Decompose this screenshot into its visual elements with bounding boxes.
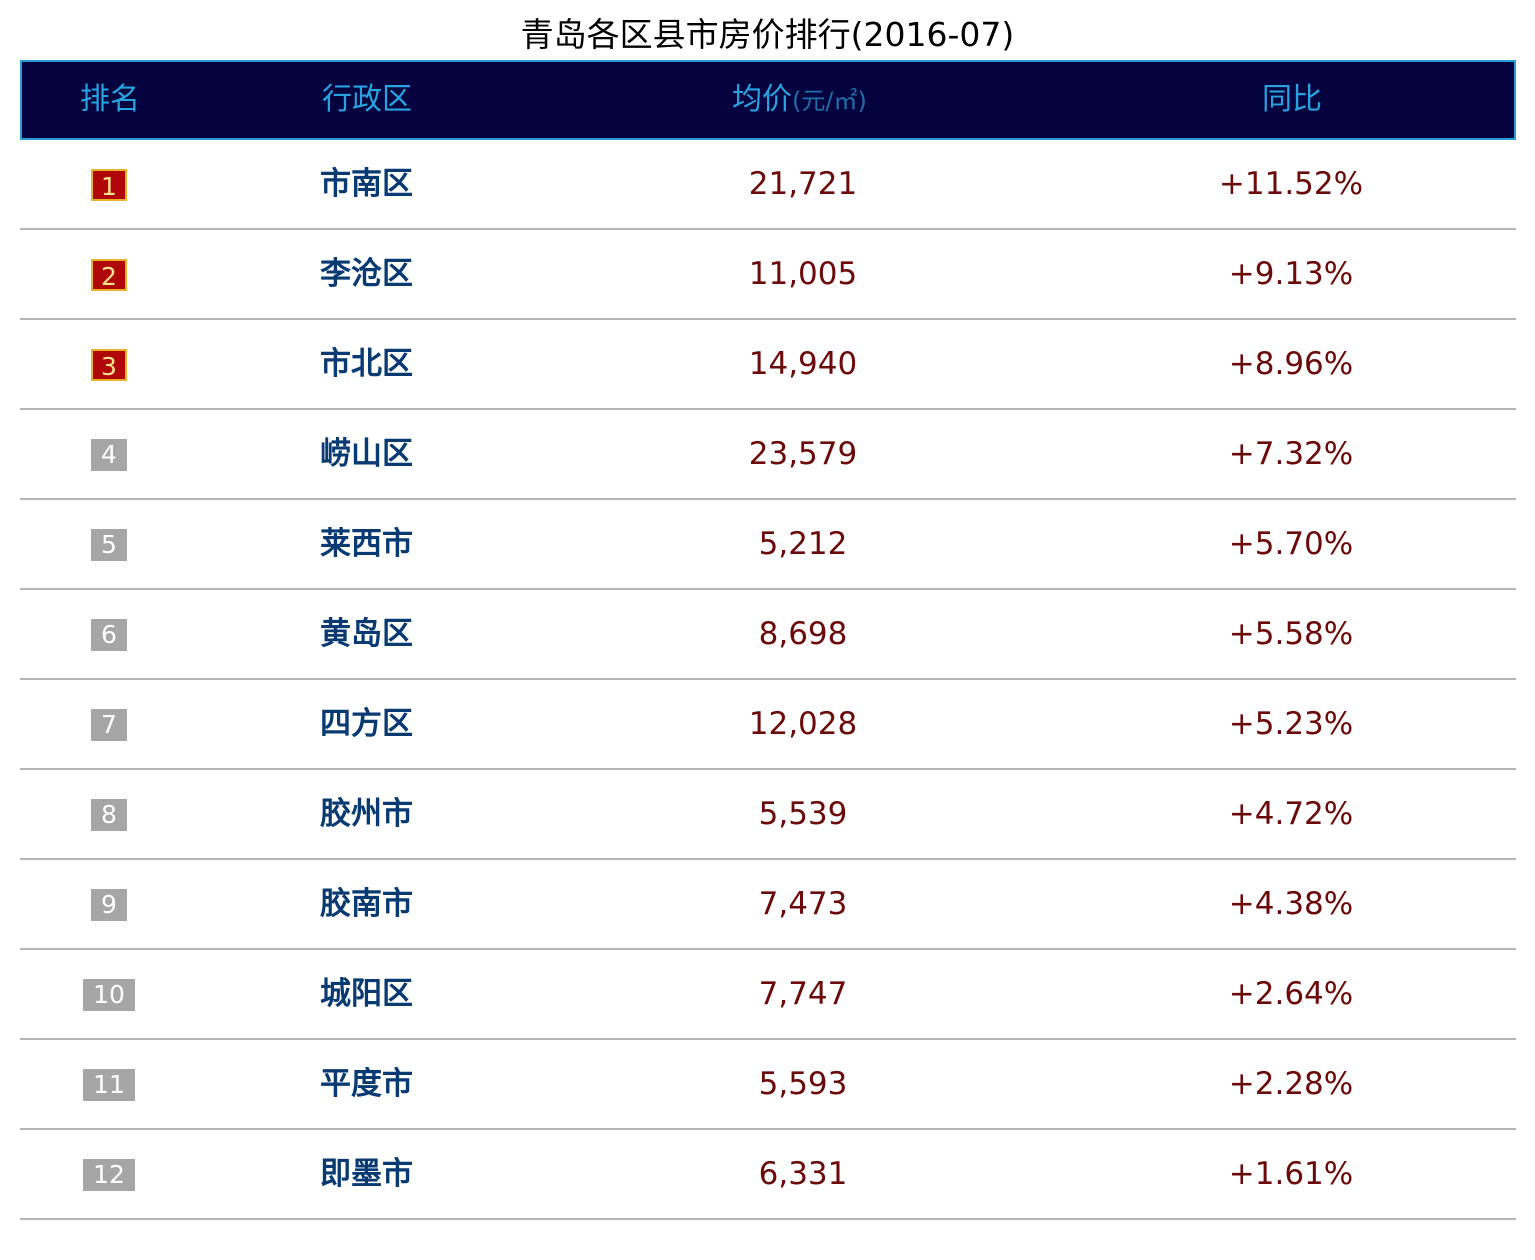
average-price: 5,593 <box>758 1066 848 1102</box>
yoy-change: +9.13% <box>1228 256 1354 292</box>
rank-badge: 11 <box>83 1069 135 1101</box>
yoy-change: +5.23% <box>1228 706 1354 742</box>
average-price: 23,579 <box>748 436 858 472</box>
yoy-change: +2.28% <box>1228 1066 1354 1102</box>
table-row: 1 市南区 21,721 +11.52% <box>20 140 1516 230</box>
rank-badge: 1 <box>91 169 127 201</box>
price-ranking-table: 排名 行政区 均价(元/㎡) 同比 1 市南区 21,721 +11.52% 2 李沧区 1… <box>20 60 1516 1220</box>
table-row: 11 平度市 5,593 +2.28% <box>20 1040 1516 1130</box>
district-name: 胶州市 <box>320 796 413 832</box>
average-price: 8,698 <box>758 616 848 652</box>
rank-badge: 10 <box>83 979 135 1011</box>
district-name: 胶南市 <box>320 886 413 922</box>
table-header: 排名 行政区 均价(元/㎡) 同比 <box>20 60 1516 140</box>
average-price: 11,005 <box>748 256 858 292</box>
header-price: 均价(元/㎡) <box>732 62 867 138</box>
district-name: 即墨市 <box>320 1156 413 1192</box>
district-name: 黄岛区 <box>320 616 413 652</box>
rank-badge: 8 <box>91 799 127 831</box>
table-row: 9 胶南市 7,473 +4.38% <box>20 860 1516 950</box>
yoy-change: +5.70% <box>1228 526 1354 562</box>
table-row: 4 崂山区 23,579 +7.32% <box>20 410 1516 500</box>
table-body: 1 市南区 21,721 +11.52% 2 李沧区 11,005 +9.13% 3 市北区 14,… <box>20 140 1516 1220</box>
district-name: 四方区 <box>320 706 413 742</box>
average-price: 6,331 <box>758 1156 848 1192</box>
header-price-unit: (元/㎡) <box>792 87 867 115</box>
table-row: 10 城阳区 7,747 +2.64% <box>20 950 1516 1040</box>
average-price: 7,473 <box>758 886 848 922</box>
header-yoy: 同比 <box>1262 82 1322 117</box>
header-rank: 排名 <box>80 82 140 117</box>
average-price: 21,721 <box>748 166 858 202</box>
rank-badge: 2 <box>91 259 127 291</box>
district-name: 崂山区 <box>320 436 413 472</box>
rank-badge: 7 <box>91 709 127 741</box>
average-price: 7,747 <box>758 976 848 1012</box>
table-row: 3 市北区 14,940 +8.96% <box>20 320 1516 410</box>
table-row: 12 即墨市 6,331 +1.61% <box>20 1130 1516 1220</box>
district-name: 城阳区 <box>320 976 413 1012</box>
yoy-change: +11.52% <box>1218 166 1364 202</box>
yoy-change: +5.58% <box>1228 616 1354 652</box>
district-name: 李沧区 <box>320 256 413 292</box>
header-district: 行政区 <box>322 82 412 117</box>
yoy-change: +7.32% <box>1228 436 1354 472</box>
rank-badge: 12 <box>83 1159 135 1191</box>
rank-badge: 4 <box>91 439 127 471</box>
rank-badge: 3 <box>91 349 127 381</box>
district-name: 市北区 <box>320 346 413 382</box>
table-row: 2 李沧区 11,005 +9.13% <box>20 230 1516 320</box>
rank-badge: 5 <box>91 529 127 561</box>
district-name: 市南区 <box>320 166 413 202</box>
district-name: 莱西市 <box>320 526 413 562</box>
yoy-change: +4.72% <box>1228 796 1354 832</box>
table-row: 6 黄岛区 8,698 +5.58% <box>20 590 1516 680</box>
rank-badge: 9 <box>91 889 127 921</box>
yoy-change: +4.38% <box>1228 886 1354 922</box>
average-price: 5,212 <box>758 526 848 562</box>
yoy-change: +1.61% <box>1228 1156 1354 1192</box>
average-price: 14,940 <box>748 346 858 382</box>
average-price: 12,028 <box>748 706 858 742</box>
table-row: 8 胶州市 5,539 +4.72% <box>20 770 1516 860</box>
average-price: 5,539 <box>758 796 848 832</box>
page-title: 青岛各区县市房价排行(2016-07) <box>520 15 1015 54</box>
yoy-change: +8.96% <box>1228 346 1354 382</box>
table-row: 5 莱西市 5,212 +5.70% <box>20 500 1516 590</box>
yoy-change: +2.64% <box>1228 976 1354 1012</box>
table-row: 7 四方区 12,028 +5.23% <box>20 680 1516 770</box>
rank-badge: 6 <box>91 619 127 651</box>
header-price-label: 均价 <box>732 82 792 117</box>
district-name: 平度市 <box>320 1066 413 1102</box>
